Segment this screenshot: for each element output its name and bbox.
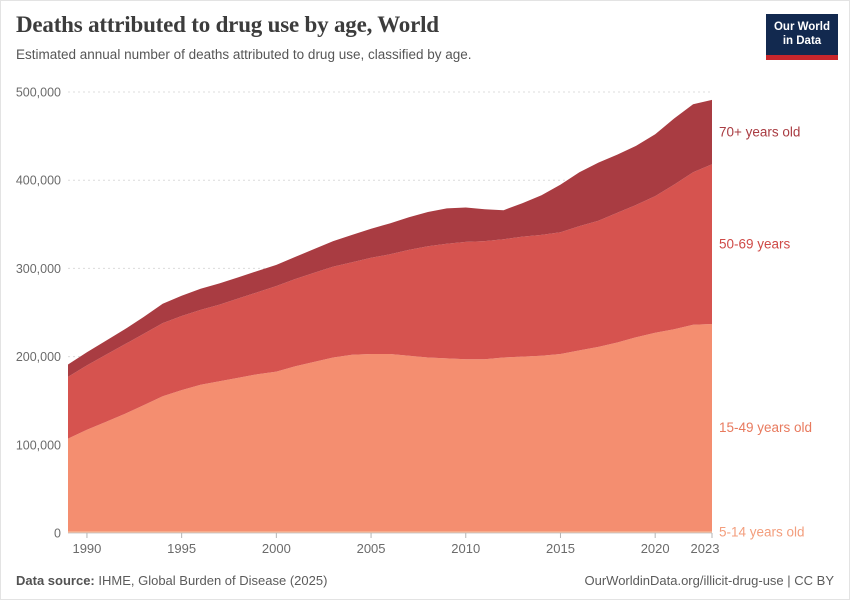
header-titles: Deaths attributed to drug use by age, Wo… xyxy=(16,12,472,62)
x-axis-tick-label: 2000 xyxy=(262,541,291,556)
y-axis-tick-label: 100,000 xyxy=(16,438,61,452)
series-label: 50-69 years xyxy=(719,237,791,252)
area-band-50-69-years[interactable] xyxy=(68,164,712,439)
stacked-area-chart-canvas[interactable]: 0 100,000 200,000 300,000 400,000 500,000 1990… xyxy=(0,80,850,560)
owid-logo[interactable]: Our World in Data xyxy=(766,14,838,60)
y-axis-tick-label: 300,000 xyxy=(16,262,61,276)
series-label: 15-49 years old xyxy=(719,420,812,435)
x-axis-tick-label: 1995 xyxy=(167,541,196,556)
y-axis-tick-label: 400,000 xyxy=(16,174,61,188)
data-source-note: Data source: IHME, Global Burden of Dise… xyxy=(16,573,327,588)
y-axis-tick-label: 0 xyxy=(54,527,61,541)
chart-area: 0 100,000 200,000 300,000 400,000 500,000 1990… xyxy=(0,80,850,560)
series-label: 5-14 years old xyxy=(719,525,805,540)
series-label: 70+ years old xyxy=(719,125,800,140)
owid-logo-line1: Our World xyxy=(773,21,830,33)
x-axis-tick-label: 2023 xyxy=(691,541,720,556)
chart-header: Deaths attributed to drug use by age, Wo… xyxy=(16,12,838,62)
x-axis-tick-label: 2005 xyxy=(357,541,386,556)
data-source-label: Data source: xyxy=(16,573,95,588)
owid-credit-link[interactable]: OurWorldinData.org/illicit-drug-use | CC… xyxy=(584,573,835,588)
x-axis-tick-label: 2020 xyxy=(641,541,670,556)
y-axis-tick-label: 500,000 xyxy=(16,86,61,100)
y-axis-tick-label: 200,000 xyxy=(16,350,61,364)
data-source-text: IHME, Global Burden of Disease (2025) xyxy=(94,573,328,588)
x-axis-tick-label: 1990 xyxy=(72,541,101,556)
page-title: Deaths attributed to drug use by age, Wo… xyxy=(16,12,439,37)
x-axis-tick-label: 2015 xyxy=(546,541,575,556)
area-band-15-49-years-old[interactable] xyxy=(68,324,712,532)
x-axis-tick-label: 2010 xyxy=(451,541,480,556)
area-band-70+-years-old[interactable] xyxy=(68,99,712,377)
chart-footer: Data source: IHME, Global Burden of Dise… xyxy=(16,573,834,588)
owid-logo-line2: in Data xyxy=(782,34,822,47)
chart-subtitle: Estimated annual number of deaths attrib… xyxy=(16,47,472,62)
